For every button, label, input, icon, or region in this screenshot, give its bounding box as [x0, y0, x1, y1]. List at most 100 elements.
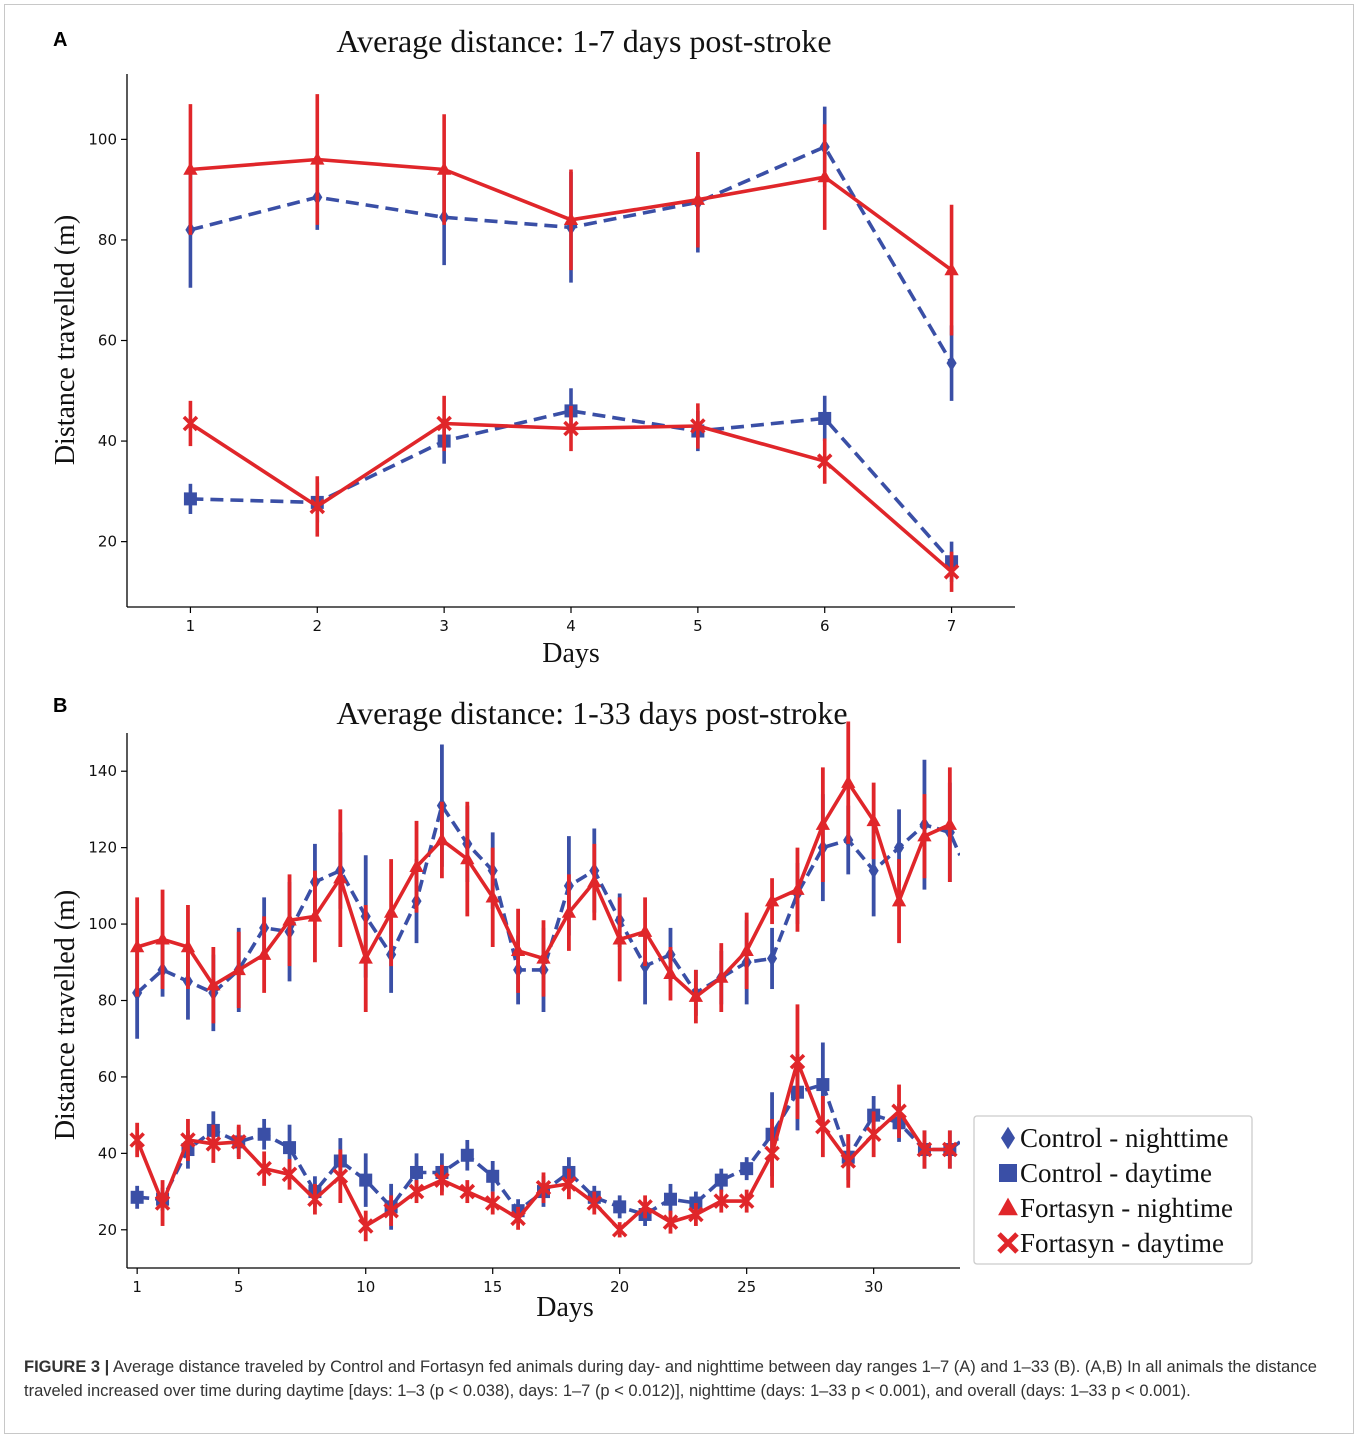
chart-b-series-fortasyn-nightime-point — [333, 870, 348, 884]
caption-text: Average distance traveled by Control and… — [24, 1358, 1317, 1400]
chart-b-series-fortasyn-daytime-point — [408, 1183, 425, 1200]
chart-b-series-fortasyn-nightime-point — [180, 939, 196, 953]
chart-b-series-fortasyn-daytime-point — [637, 1199, 653, 1215]
chart-b-series-fortasyn-nightime-point — [155, 931, 170, 945]
chart-a-plot-area: 20 40 60 80 100 1 2 3 4 5 6 7 — [88, 74, 1015, 635]
chart-b-series-fortasyn-nightime-point — [663, 966, 678, 979]
chart-a-xtick-label: 6 — [820, 617, 830, 635]
chart-b-series-fortasyn-daytime-point — [434, 1172, 450, 1188]
legend-label: Control - daytime — [1020, 1158, 1212, 1188]
chart-a-ytick-label: 40 — [98, 432, 117, 450]
chart-b-series-fortasyn-nightime-point — [891, 893, 907, 907]
legend-label: Fortasyn - nightime — [1020, 1193, 1233, 1223]
chart-a-xtick-label: 2 — [313, 617, 323, 635]
chart-a-series-fortasyn-nightime-point — [944, 262, 959, 276]
chart-b-series-control-daytime-point — [460, 1148, 474, 1162]
chart-b-xtick-label: 10 — [356, 1278, 375, 1296]
chart-b-series-control-nighttime-point — [766, 950, 778, 967]
chart-b-series-fortasyn-daytime-point — [840, 1153, 857, 1169]
chart-b-series-fortasyn-nightime-point — [536, 950, 551, 964]
chart-b-series-fortasyn-daytime-point — [535, 1179, 552, 1196]
chart-a-series-fortasyn-nightime-point — [817, 169, 832, 183]
chart-b-series-fortasyn-nightime-point — [409, 859, 424, 872]
chart-b-series-fortasyn-nightime-point — [764, 893, 780, 907]
chart-b-series-fortasyn-nightime-point — [383, 905, 399, 918]
chart-b-series-fortasyn-daytime-point — [789, 1053, 806, 1070]
legend-label: Fortasyn - daytime — [1020, 1228, 1224, 1258]
chart-b-series-fortasyn-daytime-point — [205, 1136, 222, 1152]
chart-b-series-fortasyn-daytime-point — [815, 1118, 831, 1135]
chart-a-series-fortasyn-daytime-point — [943, 564, 960, 580]
chart-b-title: Average distance: 1-33 days post-stroke — [336, 695, 847, 731]
chart-a-series-fortasyn-daytime-point — [816, 453, 833, 469]
chart-b-series-fortasyn-nightime-point — [612, 931, 627, 945]
chart-b-series-fortasyn-nightime-point — [282, 912, 297, 926]
chart-b-series-control-daytime-point — [410, 1165, 424, 1179]
chart-b-series-fortasyn-nightime-point — [130, 939, 145, 953]
chart-b-series-fortasyn-daytime-point — [230, 1134, 247, 1150]
chart-b-series-control-daytime-point — [486, 1169, 500, 1183]
chart-b-series-fortasyn-nightime-point — [841, 775, 856, 788]
legend-item-fortasyn-nightime: Fortasyn - nightime — [998, 1193, 1233, 1223]
chart-a-xtick-label: 4 — [566, 617, 576, 635]
legend-box — [973, 1115, 1253, 1265]
chart-a-ytick-label: 20 — [98, 533, 117, 551]
legend: Control - nighttime Control - daytime Fort… — [973, 1115, 1253, 1265]
chart-a-ytick-label: 80 — [98, 231, 117, 249]
chart-b-series-control-daytime-point — [816, 1078, 830, 1092]
panel-b-letter: B — [53, 695, 67, 717]
chart-a-xtick-label: 1 — [186, 617, 196, 635]
chart-b-series-fortasyn-daytime-point — [764, 1145, 780, 1162]
chart-a-ytick-label: 60 — [98, 332, 117, 350]
chart-a-series-fortasyn-daytime-point — [690, 418, 706, 434]
chart-panel-b: B Average distance: 1-33 days post-strok… — [50, 695, 1253, 1323]
chart-b-series-control-daytime-point — [740, 1162, 754, 1176]
chart-b-xtick-label: 1 — [132, 1278, 142, 1296]
chart-b-xtick-label: 25 — [737, 1278, 756, 1296]
chart-a-xtick-label: 3 — [439, 617, 449, 635]
legend-triangle-icon — [998, 1197, 1018, 1216]
chart-b-series-fortasyn-nightime-point — [256, 947, 272, 960]
chart-b-series-control-daytime-point — [283, 1141, 297, 1155]
chart-a-series-fortasyn-daytime-point — [309, 498, 326, 515]
chart-b-series-fortasyn-nightime-point — [942, 817, 957, 830]
chart-a-xlabel: Days — [542, 638, 600, 669]
legend-item-control-daytime: Control - daytime — [999, 1158, 1212, 1188]
chart-a-ylabel: Distance travelled (m) — [50, 215, 81, 465]
chart-b-series-fortasyn-daytime-point — [256, 1160, 272, 1177]
chart-b-series-fortasyn-daytime-point — [484, 1195, 501, 1211]
legend-square-icon — [999, 1164, 1017, 1182]
chart-b-series-control-daytime-point — [257, 1127, 271, 1141]
chart-b-series-fortasyn-nightime-point — [434, 832, 450, 846]
chart-b-series-fortasyn-daytime-point — [129, 1132, 145, 1148]
chart-b-series-fortasyn-daytime-point — [510, 1210, 526, 1227]
chart-b-series-fortasyn-daytime-point — [688, 1206, 704, 1223]
chart-b-series-fortasyn-nightime-point — [231, 962, 246, 976]
chart-b-ytick-label: 40 — [98, 1144, 117, 1162]
chart-a-series-fortasyn-daytime — [182, 395, 960, 592]
chart-b-series-fortasyn-nightime-point — [358, 950, 373, 964]
chart-b-series-fortasyn-nightime-point — [790, 882, 805, 895]
chart-b-xtick-label: 20 — [610, 1278, 629, 1296]
chart-a-series-fortasyn-daytime-point — [563, 420, 579, 437]
chart-b-series-fortasyn-daytime-point — [586, 1195, 603, 1211]
chart-a-series-fortasyn-nightime-point — [690, 192, 706, 205]
chart-a-series-fortasyn-nightime — [183, 94, 959, 336]
chart-b-series-fortasyn-daytime-point — [357, 1218, 374, 1234]
chart-a-series-fortasyn-daytime-point — [182, 415, 199, 432]
chart-b-series-fortasyn-nightime-point — [815, 817, 831, 830]
chart-a-xtick-label: 5 — [693, 617, 703, 635]
legend-item-control-nighttime: Control - nighttime — [1000, 1123, 1229, 1153]
chart-b-series-control-daytime-point — [714, 1173, 728, 1187]
legend-x-icon — [997, 1232, 1019, 1254]
chart-b-series-fortasyn-nightime-point — [485, 889, 500, 903]
legend-diamond-icon — [1000, 1126, 1016, 1150]
chart-panel-a: A Average distance: 1-7 days post-stroke… — [50, 23, 1015, 669]
chart-a-series-fortasyn-nightime-point — [563, 212, 579, 226]
chart-b-series-fortasyn-daytime-point — [942, 1141, 958, 1158]
chart-b-ytick-label: 80 — [98, 992, 117, 1010]
chart-a-series-fortasyn-nightime-point — [436, 162, 452, 175]
chart-b-series-fortasyn-daytime-point — [738, 1193, 755, 1209]
chart-b-series-control-nighttime — [132, 744, 960, 1039]
chart-a-series-fortasyn-nightime-point — [183, 162, 198, 175]
